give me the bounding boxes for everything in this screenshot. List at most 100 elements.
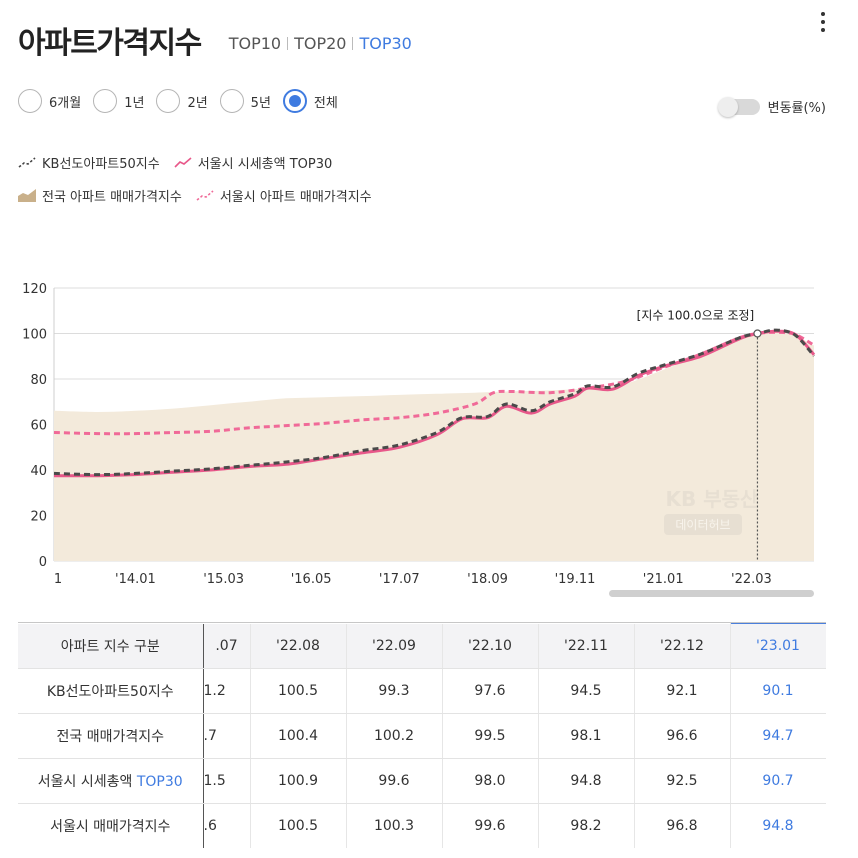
y-tick-label: 60: [30, 419, 47, 434]
radio-label: 2년: [187, 95, 208, 111]
table-cell: 1.5: [203, 758, 251, 804]
table-cell: 97.6: [442, 668, 539, 714]
column-header: '22.08: [250, 623, 347, 669]
watermark-sub: 데이터허브: [675, 518, 730, 532]
more-options-icon[interactable]: [818, 12, 828, 38]
row-label-accent: TOP30: [136, 774, 183, 790]
y-tick-label: 80: [30, 373, 47, 388]
legend-item-national[interactable]: 전국 아파트 매매가격지수: [18, 186, 182, 205]
x-tick-label: '21.01: [643, 572, 684, 587]
header: 아파트가격지수 TOP10 TOP20 TOP30: [18, 18, 412, 62]
legend-label: 전국 아파트 매매가격지수: [42, 189, 182, 205]
change-rate-toggle[interactable]: [717, 96, 760, 117]
column-header: '22.12: [634, 623, 731, 669]
table-cell: 92.5: [634, 758, 731, 804]
table-cell: 100.4: [250, 713, 347, 759]
tab-top10[interactable]: TOP10: [228, 33, 282, 53]
row-label: 서울시 시세총액 TOP30: [18, 758, 204, 804]
watermark-badge: [664, 514, 742, 535]
table-cell: .6: [203, 803, 251, 848]
legend-label: 서울시 시세총액 TOP30: [197, 156, 333, 172]
radio-label: 전체: [313, 95, 338, 111]
y-tick-label: 100: [22, 328, 47, 343]
series-area-national: [54, 332, 814, 561]
radio-label: 1년: [124, 95, 145, 111]
annotation-marker: [753, 329, 762, 338]
legend-item-top30[interactable]: 서울시 시세총액 TOP30: [174, 153, 333, 172]
table-row: 서울시 매매가격지수 .6 100.5 100.3 99.6 98.2 96.8 94.8: [18, 803, 826, 848]
radio-label: 5년: [250, 95, 271, 111]
table-cell: 96.8: [634, 803, 731, 848]
index-table-wrap[interactable]: 아파트 지수 구분 .07 '22.08 '22.09 '22.10 '22.1…: [18, 622, 826, 848]
row-label-text: 전국 매매가격지수: [56, 729, 165, 745]
table-cell: 100.9: [250, 758, 347, 804]
x-tick-label: '22.03: [731, 572, 772, 587]
table-cell: 99.6: [442, 803, 539, 848]
column-header: '22.11: [538, 623, 635, 669]
price-index-chart[interactable]: 0 20 40 60 80 100 120 1 '14.01 '15.03 '16.05 '17.07…: [0, 270, 858, 600]
y-tick-label: 40: [30, 464, 47, 479]
column-header-selected[interactable]: '23.01: [729, 623, 826, 669]
series-kb50: [53, 328, 816, 477]
table-row: 서울시 시세총액 TOP30 1.5 100.9 99.6 98.0 94.8 92.5 90…: [18, 758, 826, 804]
row-label: 서울시 매매가격지수: [18, 803, 204, 848]
legend-label: KB선도아파트50지수: [42, 156, 160, 172]
table-cell: 99.3: [346, 668, 443, 714]
x-tick-label: '15.03: [203, 572, 244, 587]
table-cell: 99.6: [346, 758, 443, 804]
tab-top30[interactable]: TOP30: [359, 33, 412, 53]
chart-legend: KB선도아파트50지수 서울시 시세총액 TOP30 전국 아파트 매매가격지수…: [18, 150, 538, 216]
tab-divider: [287, 36, 289, 50]
period-6m-radio[interactable]: 6개월: [18, 89, 81, 113]
x-tick-label: '14.01: [115, 572, 156, 587]
y-tick-label: 0: [39, 555, 47, 570]
row-label-text: KB선도아파트50지수: [46, 684, 174, 700]
chart-scrollbar[interactable]: [609, 590, 814, 597]
legend-item-seoul[interactable]: 서울시 아파트 매매가격지수: [196, 186, 372, 205]
row-label-text: 서울시 시세총액: [37, 774, 137, 790]
period-2y-radio[interactable]: 2년: [156, 89, 208, 113]
column-header: .07: [203, 623, 251, 669]
line-icon: [174, 157, 192, 168]
table-cell: 98.0: [442, 758, 539, 804]
toggle-knob: [717, 96, 738, 117]
period-1y-radio[interactable]: 1년: [93, 89, 144, 113]
table-cell: 96.6: [634, 713, 731, 759]
table-header-row: 아파트 지수 구분 .07 '22.08 '22.09 '22.10 '22.1…: [18, 623, 826, 669]
table-cell: 98.1: [538, 713, 635, 759]
row-label-text: 서울시 매매가격지수: [50, 819, 171, 835]
top-tabs: TOP10 TOP20 TOP30: [229, 34, 412, 53]
annotation-label: [지수 100.0으로 조정]: [637, 309, 755, 323]
x-tick-label: '18.09: [467, 572, 508, 587]
change-rate-toggle-wrap: 변동률(%): [717, 96, 826, 117]
table-cell: 94.8: [729, 803, 826, 848]
period-all-radio[interactable]: 전체: [282, 89, 338, 113]
period-selector: 6개월 1년 2년 5년 전체: [18, 89, 350, 113]
y-tick-label: 20: [30, 510, 47, 525]
radio-label: 6개월: [49, 95, 82, 111]
watermark-brand: KB 부동산: [666, 487, 760, 511]
column-header: '22.10: [442, 623, 539, 669]
table-cell: 100.5: [250, 803, 347, 848]
index-table: 아파트 지수 구분 .07 '22.08 '22.09 '22.10 '22.1…: [18, 623, 826, 848]
table-cell: 99.5: [442, 713, 539, 759]
table-cell: 94.5: [538, 668, 635, 714]
legend-item-kb50[interactable]: KB선도아파트50지수: [18, 153, 160, 172]
table-cell: .7: [203, 713, 251, 759]
area-icon: [18, 189, 36, 202]
x-tick-label: '17.07: [379, 572, 420, 587]
table-cell: 94.8: [538, 758, 635, 804]
x-tick-label: '19.11: [555, 572, 596, 587]
table-cell: 90.1: [729, 668, 826, 714]
tab-divider: [352, 36, 354, 50]
page-title: 아파트가격지수: [18, 26, 202, 61]
tab-top20[interactable]: TOP20: [294, 33, 347, 53]
period-5y-radio[interactable]: 5년: [219, 89, 271, 113]
legend-label: 서울시 아파트 매매가격지수: [219, 189, 372, 205]
table-cell: 94.7: [729, 713, 826, 759]
row-header-label: 아파트 지수 구분: [18, 623, 204, 669]
toggle-label: 변동률(%): [767, 101, 826, 116]
table-cell: 98.2: [538, 803, 635, 848]
table-cell: 100.2: [346, 713, 443, 759]
table-cell: 92.1: [634, 668, 731, 714]
